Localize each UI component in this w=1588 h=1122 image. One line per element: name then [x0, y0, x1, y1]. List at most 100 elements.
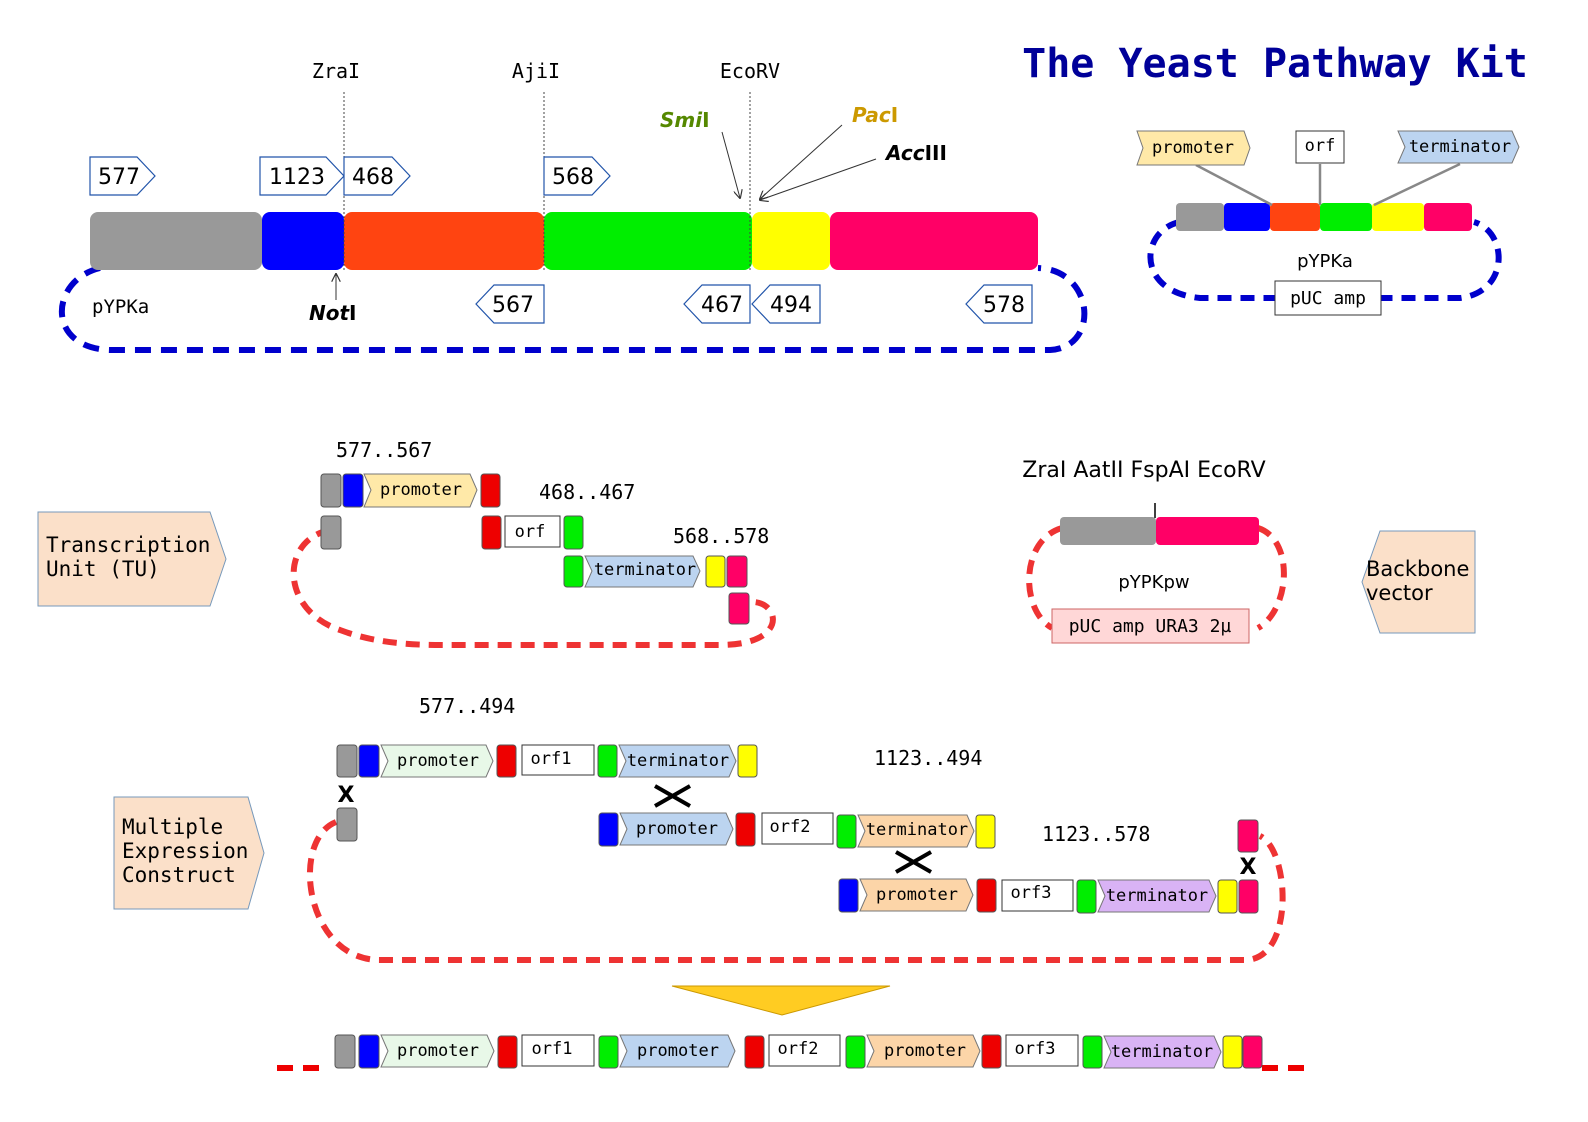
mec-gray-bottom [336, 807, 358, 842]
segment-orange [344, 212, 544, 270]
primer-577: 577 [89, 156, 156, 196]
backbone-dashed [1026, 525, 1287, 631]
backbone-seg-pink [1156, 517, 1259, 545]
mec2-orf2: orf2 [761, 812, 834, 845]
svg-text:orf: orf [515, 522, 546, 542]
svg-text:orf3: orf3 [1015, 1039, 1056, 1059]
transcription-unit-section: Transcription Unit (TU) 577..567 468..46… [37, 438, 776, 648]
inset-seg-green [1320, 203, 1372, 231]
mec-cross-right: X [1240, 855, 1257, 880]
backbone-marker-label: pUC amp URA3 2µ [1069, 616, 1232, 637]
mec2-red [735, 812, 756, 847]
svg-text:Unit (TU): Unit (TU) [46, 557, 160, 581]
svg-text:promoter: promoter [636, 819, 718, 839]
svg-text:578: 578 [983, 293, 1025, 318]
svg-text:vector: vector [1366, 581, 1433, 605]
site-ecorv: EcoRV [720, 59, 780, 83]
tu-seg-green-2 [563, 555, 584, 588]
site-acciii: AccIII [884, 141, 947, 165]
inset-backbone-dashed [1147, 219, 1502, 301]
result-construct: promoter orf1 promoter orf2 promoter orf… [277, 1034, 1310, 1071]
mec1-blue [358, 744, 380, 778]
mec3-orf3: orf3 [1001, 879, 1074, 912]
mec-cross-left: X [338, 783, 355, 808]
svg-text:Backbone: Backbone [1366, 557, 1469, 581]
svg-text:568: 568 [552, 165, 594, 190]
mec-range-577-494: 577..494 [419, 694, 515, 718]
svg-text:terminator: terminator [1111, 1042, 1213, 1062]
result-arrow [671, 985, 891, 1016]
mec2-blue [598, 812, 619, 847]
mec3-yellow [1217, 879, 1238, 914]
primer-568: 568 [543, 156, 611, 196]
tu-terminator: terminator [584, 555, 701, 588]
site-noti: NotI [309, 301, 357, 325]
tu-seg-red-2 [481, 515, 502, 550]
tu-seg-red-1 [480, 473, 501, 508]
svg-text:1123: 1123 [269, 165, 325, 190]
inset-orf-tag: orf [1295, 130, 1345, 164]
inset-seg-pink [1424, 203, 1472, 231]
mec3-promoter: promoter [859, 878, 974, 912]
tu-seg-gray-top [320, 473, 342, 508]
svg-text:promoter: promoter [876, 885, 958, 905]
res-terminator: terminator [1103, 1035, 1222, 1069]
tu-orf: orf [504, 515, 561, 548]
tu-label-box: Transcription Unit (TU) [37, 511, 227, 607]
svg-text:orf2: orf2 [770, 817, 811, 837]
mec1-orf1: orf1 [521, 744, 595, 776]
tu-backbone-dashed [290, 527, 776, 648]
svg-text:468: 468 [352, 165, 394, 190]
tu-range-568-578: 568..578 [673, 524, 769, 548]
tu-promoter: promoter [363, 473, 478, 508]
mec-label-box: Multiple Expression Construct [113, 796, 265, 910]
res-orf2: orf2 [768, 1034, 841, 1067]
svg-text:promoter: promoter [1152, 138, 1234, 158]
acciii-arrow [760, 158, 877, 200]
mec3-terminator: terminator [1097, 879, 1217, 913]
inset-marker-box [1274, 280, 1382, 316]
backbone-marker-box [1051, 608, 1250, 644]
res-green-2 [845, 1035, 866, 1069]
res-orf1: orf1 [521, 1034, 595, 1067]
mec-range-1123-494: 1123..494 [874, 746, 982, 770]
mec-backbone-dashed [306, 819, 1286, 963]
inset-seg-gray [1176, 203, 1224, 231]
res-gray [334, 1034, 356, 1069]
page-title: The Yeast Pathway Kit [1022, 41, 1528, 87]
inset-promoter-tag: promoter [1136, 130, 1251, 166]
tu-seg-green-1 [563, 515, 584, 550]
inset-seg-blue [1224, 203, 1270, 231]
site-paci: PacI [852, 103, 898, 127]
mec1-yellow [737, 744, 758, 778]
mec1-promoter: promoter [380, 744, 494, 778]
tu-seg-gray-bottom [320, 515, 342, 550]
svg-text:terminator: terminator [1106, 886, 1208, 906]
res-green-3 [1082, 1035, 1103, 1069]
inset-promoter-connector [1195, 163, 1273, 207]
mec1-red [496, 744, 517, 778]
res-pink [1242, 1035, 1263, 1069]
res-red-1 [497, 1035, 518, 1069]
res-blue [358, 1034, 380, 1069]
mec-cross-2 [895, 850, 932, 874]
svg-text:467: 467 [701, 293, 743, 318]
pypka-backbone-dashed [58, 265, 1088, 353]
segment-blue [262, 212, 344, 270]
mec1-gray [336, 744, 358, 778]
inset-terminator-tag: terminator [1397, 130, 1520, 164]
tu-range-577-567: 577..567 [336, 438, 432, 462]
svg-text:577: 577 [98, 165, 140, 190]
primer-467: 467 [683, 284, 751, 324]
primer-494: 494 [751, 284, 821, 324]
mec2-promoter: promoter [619, 812, 734, 846]
mec2-terminator: terminator [857, 814, 975, 848]
mec-section: Multiple Expression Construct 577..494 1… [113, 694, 1286, 963]
mec-pink-top [1237, 819, 1259, 853]
primer-578: 578 [965, 284, 1033, 324]
tu-seg-pink-top [726, 555, 748, 588]
mec3-blue [838, 878, 859, 913]
res-yellow [1222, 1035, 1243, 1069]
segment-green [544, 212, 752, 270]
mec1-terminator: terminator [618, 744, 737, 778]
